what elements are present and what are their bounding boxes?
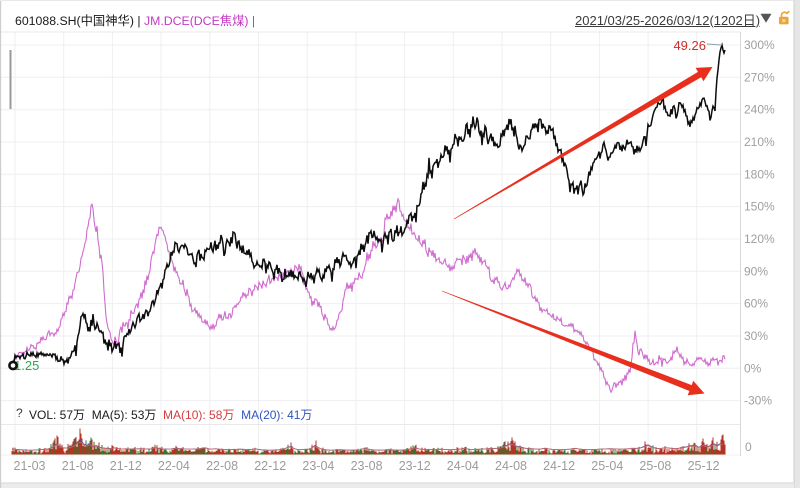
svg-text:60%: 60% xyxy=(744,297,768,311)
svg-text:0: 0 xyxy=(745,440,752,454)
svg-text:25-08: 25-08 xyxy=(639,459,671,473)
svg-text:30%: 30% xyxy=(744,329,768,343)
svg-text:23-04: 23-04 xyxy=(302,459,334,473)
svg-text:21-08: 21-08 xyxy=(62,459,94,473)
svg-text:24-12: 24-12 xyxy=(543,459,575,473)
svg-text:300%: 300% xyxy=(744,38,775,52)
svg-text:25-12: 25-12 xyxy=(688,459,720,473)
svg-text:-30%: -30% xyxy=(744,394,772,408)
svg-text:22-08: 22-08 xyxy=(206,459,238,473)
svg-text:22-12: 22-12 xyxy=(254,459,286,473)
svg-text:240%: 240% xyxy=(744,103,775,117)
svg-text:22-04: 22-04 xyxy=(158,459,190,473)
svg-text:210%: 210% xyxy=(744,135,775,149)
svg-text:1.25: 1.25 xyxy=(14,358,39,373)
svg-text:49.26: 49.26 xyxy=(673,38,706,53)
svg-text:150%: 150% xyxy=(744,200,775,214)
svg-text:24-04: 24-04 xyxy=(447,459,479,473)
svg-text:24-08: 24-08 xyxy=(495,459,527,473)
svg-text:90%: 90% xyxy=(744,264,768,278)
svg-text:23-12: 23-12 xyxy=(399,459,431,473)
svg-text:0%: 0% xyxy=(744,361,762,375)
svg-text:23-08: 23-08 xyxy=(351,459,383,473)
svg-text:180%: 180% xyxy=(744,167,775,181)
svg-text:21-12: 21-12 xyxy=(110,459,142,473)
svg-text:25-04: 25-04 xyxy=(591,459,623,473)
svg-text:270%: 270% xyxy=(744,70,775,84)
svg-text:21-03: 21-03 xyxy=(14,459,46,473)
svg-text:120%: 120% xyxy=(744,232,775,246)
